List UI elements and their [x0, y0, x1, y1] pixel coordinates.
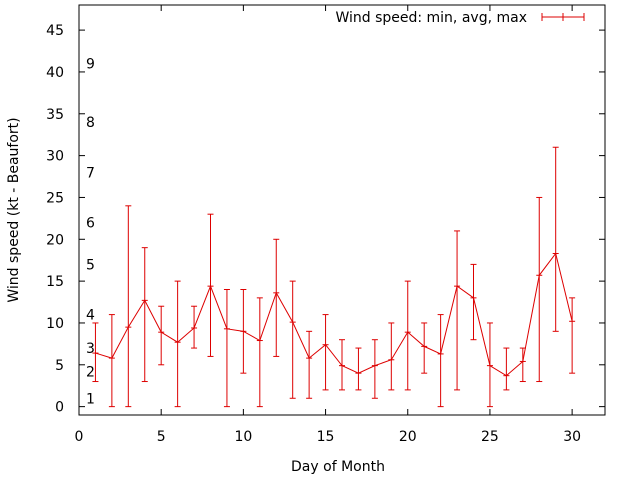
x-tick-label: 10: [234, 429, 252, 445]
beaufort-label: 7: [86, 165, 95, 181]
beaufort-label: 6: [86, 216, 95, 232]
beaufort-label: 2: [86, 364, 95, 380]
beaufort-label: 3: [86, 341, 95, 357]
legend: Wind speed: min, avg, max: [335, 10, 585, 26]
avg-series-line: [95, 252, 573, 377]
x-axis-label: Day of Month: [291, 459, 385, 475]
x-tick-label: 25: [481, 429, 499, 445]
x-tick-label: 15: [317, 429, 335, 445]
x-tick-label: 30: [563, 429, 581, 445]
y-axis-label: Wind speed (kt - Beaufort): [6, 117, 22, 302]
y-tick-label: 5: [55, 358, 64, 374]
y-tick-label: 35: [46, 107, 64, 123]
plot-frame: [78, 4, 606, 416]
data-series: [92, 146, 576, 408]
y-tick-label: 0: [55, 400, 64, 416]
y-tick-label: 15: [46, 274, 64, 290]
beaufort-label: 9: [86, 57, 95, 73]
y-tick-label: 45: [46, 23, 64, 39]
y-tick-label: 10: [46, 316, 64, 332]
x-tick-label: 5: [157, 429, 166, 445]
beaufort-scale: 1 2 3 4 5 6 7 8 9: [86, 57, 95, 408]
y-tick-label: 30: [46, 149, 64, 165]
y-tick-label: 40: [46, 65, 64, 81]
legend-label: Wind speed: min, avg, max: [335, 10, 527, 26]
beaufort-label: 8: [86, 115, 95, 131]
beaufort-label: 5: [86, 257, 95, 273]
x-tick-label: 0: [75, 429, 84, 445]
beaufort-label: 1: [86, 391, 95, 407]
y-tick-label: 25: [46, 190, 64, 206]
beaufort-label: 4: [86, 308, 95, 324]
x-tick-label: 20: [399, 429, 417, 445]
y-tick-label: 20: [46, 232, 64, 248]
